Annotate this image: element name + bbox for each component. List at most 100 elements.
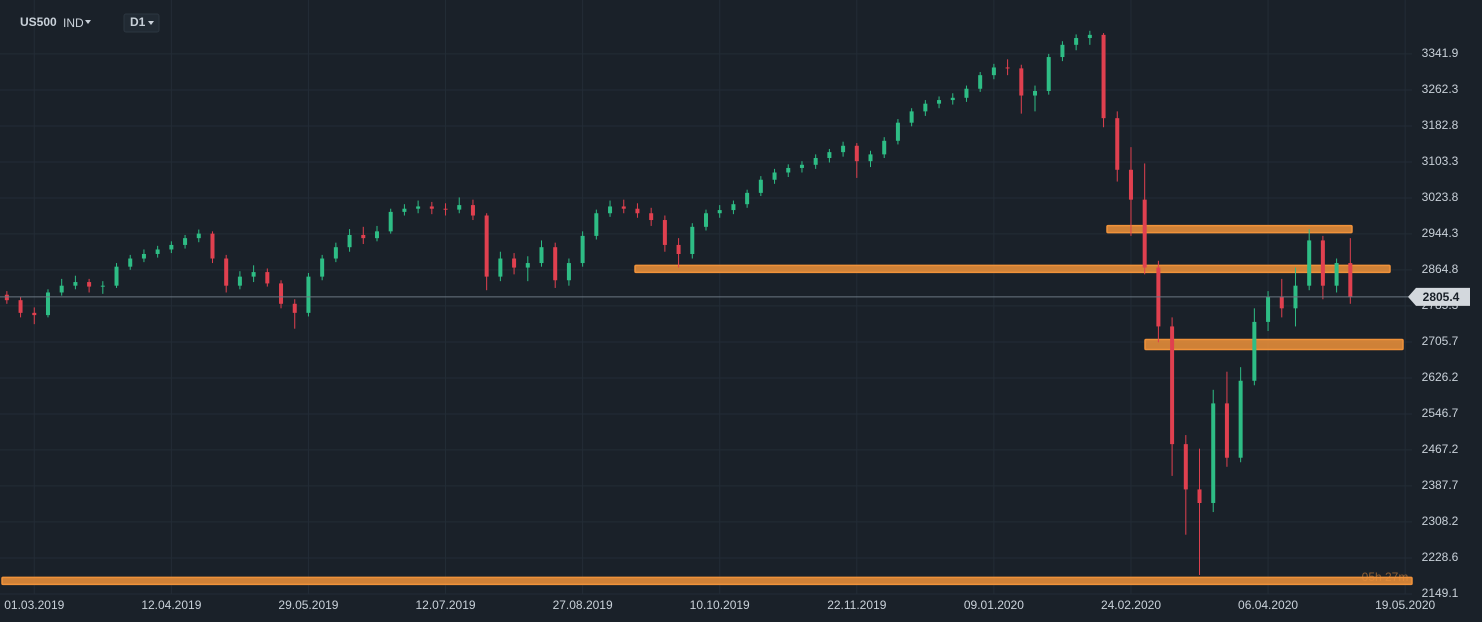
candle-body: [320, 258, 325, 277]
candle-body: [525, 263, 530, 268]
candle-body: [978, 75, 983, 89]
candle-body: [141, 253, 146, 259]
candle-body: [196, 233, 201, 239]
x-tick-label: 12.07.2019: [416, 598, 476, 612]
candle-body: [265, 272, 270, 284]
candle-body: [868, 154, 873, 162]
x-tick-label: 19.05.2020: [1375, 598, 1435, 612]
y-tick-label: 3103.3: [1422, 154, 1459, 168]
candle-body: [909, 111, 914, 123]
candle-body: [539, 247, 544, 264]
candle-body: [429, 206, 434, 209]
candle-body: [717, 210, 722, 214]
candle-body: [690, 226, 695, 254]
candle-body: [1266, 297, 1271, 322]
candle-body: [169, 244, 174, 250]
candle-body: [594, 213, 599, 236]
y-tick-label: 2149.1: [1422, 586, 1459, 600]
price-zone: [1144, 338, 1404, 351]
x-tick-label: 06.04.2020: [1238, 598, 1298, 612]
timeframe-dropdown[interactable]: [148, 21, 154, 25]
candle-body: [676, 244, 681, 254]
candle-body: [608, 206, 613, 214]
candle-body: [635, 208, 640, 214]
y-tick-label: 2387.7: [1422, 478, 1459, 492]
candle-body: [292, 303, 297, 313]
candle-body: [704, 213, 708, 227]
candle-body: [128, 258, 133, 267]
candle-body: [1101, 34, 1106, 119]
candle-body: [991, 67, 996, 76]
candle-body: [333, 247, 338, 259]
candle-body: [649, 213, 654, 221]
candle-body: [923, 103, 928, 112]
candle-body: [1115, 118, 1120, 170]
y-tick-label: 2546.7: [1422, 406, 1459, 420]
x-tick-label: 24.02.2020: [1101, 598, 1161, 612]
market: IND: [63, 16, 84, 30]
x-tick-label: 22.11.2019: [827, 598, 886, 612]
y-tick-label: 2944.3: [1422, 226, 1459, 240]
y-tick-label: 2228.6: [1422, 550, 1459, 564]
candle-body: [799, 164, 804, 168]
candle-body: [1170, 326, 1175, 445]
last-price-label: 2805.4: [1423, 290, 1460, 304]
candle-body: [279, 283, 284, 304]
candle-body: [841, 145, 846, 153]
candle-body: [18, 300, 23, 313]
candle-body: [1046, 57, 1051, 92]
candle-body: [1074, 38, 1079, 45]
candle-body: [1033, 91, 1038, 96]
y-tick-label: 2705.7: [1422, 334, 1459, 348]
x-tick-label: 09.01.2020: [964, 598, 1024, 612]
candle-body: [237, 276, 242, 286]
timeframe[interactable]: D1: [130, 15, 146, 29]
candle-body: [470, 205, 475, 216]
candle-body: [1183, 444, 1188, 490]
timeframe-box[interactable]: [123, 13, 160, 33]
candle-body: [484, 215, 489, 277]
candle-body: [1224, 403, 1229, 458]
candle-body: [662, 220, 667, 245]
y-tick-label: 2308.2: [1422, 514, 1459, 528]
candle-body: [114, 266, 119, 286]
price-zone: [1106, 224, 1353, 234]
candle-body: [1334, 263, 1339, 286]
price-zone: [634, 264, 1391, 274]
candle-body: [1279, 297, 1284, 309]
x-tick-label: 29.05.2019: [278, 598, 338, 612]
candle-body: [416, 206, 421, 209]
candle-body: [45, 292, 50, 316]
candle-body: [210, 233, 215, 259]
candle-body: [512, 258, 517, 268]
candle-body: [251, 272, 256, 277]
candle-body: [1060, 44, 1065, 58]
candle-body: [306, 276, 311, 313]
symbol[interactable]: US500: [20, 15, 57, 29]
y-tick-label: 2864.8: [1422, 262, 1459, 276]
last-price-tag: [1408, 287, 1470, 306]
candle-body: [155, 249, 160, 254]
candle-body: [1211, 403, 1216, 503]
x-tick-label: 10.10.2019: [690, 598, 750, 612]
candle-body: [1307, 240, 1312, 286]
candle-body: [374, 231, 379, 239]
candle-body: [87, 282, 92, 287]
candle-body: [1348, 263, 1353, 297]
candle-body: [964, 88, 969, 98]
candle-body: [59, 285, 64, 293]
y-tick-label: 2467.2: [1422, 442, 1459, 456]
candle-body: [73, 282, 78, 286]
y-tick-label: 3182.8: [1422, 118, 1459, 132]
candle-body: [882, 140, 887, 155]
candle-body: [1087, 34, 1092, 39]
symbol-dropdown[interactable]: [85, 20, 91, 24]
candle-body: [950, 97, 955, 101]
y-tick-label: 3023.8: [1422, 190, 1459, 204]
candle-body: [731, 204, 736, 211]
candle-body: [347, 234, 352, 248]
candle-body: [457, 205, 462, 210]
